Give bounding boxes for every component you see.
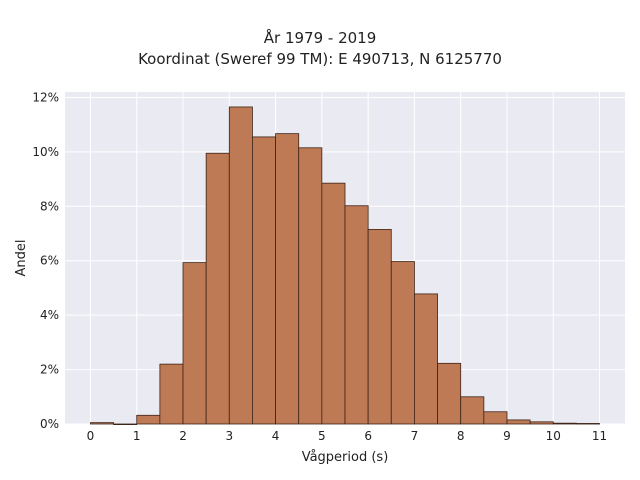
y-tick-label: 6% — [40, 254, 59, 268]
histogram-bar — [344, 205, 369, 425]
histogram-bar — [275, 133, 300, 425]
x-tick-label: 9 — [503, 429, 511, 443]
x-tick-label: 10 — [546, 429, 561, 443]
histogram-bar — [252, 136, 276, 425]
x-tick-label: 7 — [411, 429, 419, 443]
x-tick-label: 3 — [225, 429, 233, 443]
y-tick-label: 10% — [32, 145, 59, 159]
x-tick-label: 8 — [457, 429, 465, 443]
bars — [90, 106, 600, 426]
histogram-bar — [205, 152, 230, 425]
histogram-bar — [506, 419, 531, 425]
x-axis-label: Vågperiod (s) — [302, 450, 389, 465]
chart-title-line1: År 1979 - 2019 — [263, 29, 377, 47]
x-tick-label: 4 — [272, 429, 280, 443]
histogram-bar — [136, 414, 161, 425]
x-tick-label: 1 — [133, 429, 141, 443]
x-tick-label: 5 — [318, 429, 326, 443]
y-axis-ticks: 0% 2% 4% 6% 8% 10% 12% — [32, 90, 59, 431]
histogram-bar — [414, 293, 438, 425]
y-tick-label: 4% — [40, 308, 59, 322]
histogram-bar — [228, 106, 253, 425]
histogram-bar — [321, 182, 346, 425]
y-tick-label: 2% — [40, 363, 59, 377]
y-tick-label: 12% — [32, 90, 59, 104]
x-tick-label: 2 — [179, 429, 187, 443]
histogram-bar — [552, 422, 577, 425]
histogram-bar — [460, 396, 485, 425]
x-tick-label: 11 — [592, 429, 607, 443]
x-tick-label: 0 — [87, 429, 95, 443]
histogram-bar — [159, 363, 184, 425]
y-tick-label: 0% — [40, 417, 59, 431]
histogram-bar — [298, 147, 323, 425]
histogram-bar — [483, 411, 508, 425]
histogram-bar — [113, 423, 138, 426]
x-tick-label: 6 — [364, 429, 372, 443]
y-axis-label: Andel — [14, 240, 29, 277]
histogram-bar — [367, 229, 392, 425]
chart-title-line2: Koordinat (Sweref 99 TM): E 490713, N 61… — [138, 50, 502, 68]
histogram-bar — [529, 421, 554, 425]
histogram-bar — [182, 262, 207, 425]
y-tick-label: 8% — [40, 199, 59, 213]
histogram-bar — [576, 423, 600, 425]
histogram-bar — [437, 362, 462, 425]
histogram-bar — [390, 261, 415, 425]
x-axis-ticks: 0 1 2 3 4 5 6 7 8 9 10 11 — [87, 429, 608, 443]
histogram-bar — [90, 422, 114, 425]
